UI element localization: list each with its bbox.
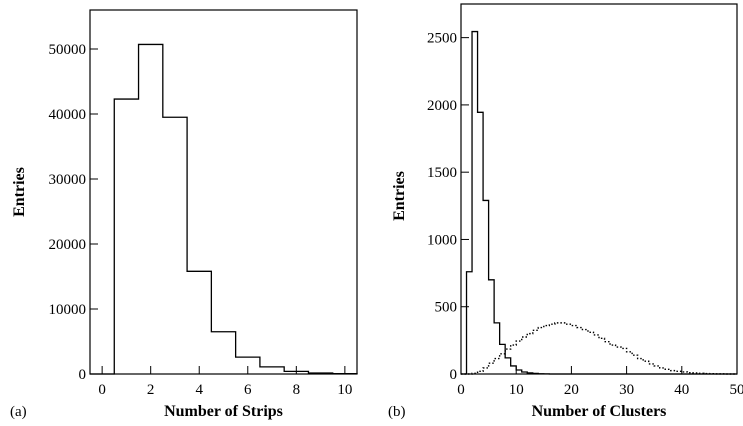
panel-b-x-ticks: 0 10 20 30 40 50 — [457, 366, 743, 398]
panel-b-series-dotted-bin — [566, 324, 572, 374]
panel-b-y-tick-label: 2500 — [427, 31, 457, 47]
panel-b-x-tick-label: 0 — [457, 382, 465, 398]
panel-b-x-axis-title: Number of Clusters — [532, 403, 667, 420]
panel-a-histogram: 0 10000 20000 30000 40000 50000 0 2 4 6 8 10 Numbe… — [10, 9, 358, 420]
panel-a-y-tick-label: 30000 — [49, 172, 87, 188]
panel-b-y-tick-label: 2000 — [427, 98, 457, 114]
panel-b-y-tick-label: 500 — [435, 300, 458, 316]
panel-a-x-tick-label: 8 — [293, 382, 301, 398]
panel-a-x-tick-label: 4 — [195, 382, 203, 398]
panel-b-series-dotted-bin — [522, 337, 528, 374]
panel-b-series-dotted-bin — [599, 338, 605, 374]
panel-b-series-dotted-bin — [533, 330, 539, 374]
panel-a-series-solid-bin — [163, 117, 187, 374]
panel-b-series-dotted-bin — [511, 345, 517, 374]
panel-b-x-tick-label: 50 — [730, 382, 743, 398]
panel-b-series-dotted-bin — [660, 368, 666, 374]
panel-a-y-tick-label: 20000 — [49, 237, 87, 253]
panel-b-series-solid-bin — [511, 366, 517, 374]
panel-b-series-solid-bin — [500, 344, 506, 374]
panel-a-series-solid-bin — [260, 367, 284, 374]
panel-b-series-dotted-bin — [494, 359, 500, 374]
panel-b-label: (b) — [388, 404, 406, 420]
panel-a-label: (a) — [10, 404, 27, 420]
panel-a-x-tick-label: 0 — [98, 382, 106, 398]
panel-b-series-dotted-bin — [544, 326, 550, 374]
panel-b-y-ticks: 0 500 1000 1500 2000 2500 — [427, 31, 469, 383]
panel-a-x-ticks: 0 2 4 6 8 10 — [98, 366, 352, 398]
panel-a-series — [90, 43, 358, 375]
panel-b-series-solid-histogram — [461, 30, 737, 375]
panel-a-series-solid-bin — [139, 44, 163, 374]
panel-b-histogram: 0 500 1000 1500 2000 2500 0 10 20 30 40 50 Number … — [388, 3, 743, 420]
panel-b-series-dotted-bin — [588, 332, 594, 374]
panel-b-plot-frame — [460, 3, 738, 375]
panel-b-series-dotted-bin — [621, 348, 627, 374]
panel-b-series-dotted-bin — [555, 323, 561, 374]
panel-b-series-dotted-bin — [483, 368, 489, 374]
panel-a-plot-frame — [89, 9, 358, 375]
panel-b-series-solid-bin — [483, 200, 489, 374]
panel-b-series-solid-bin — [478, 112, 484, 374]
panel-b-series-dotted-histogram — [461, 322, 737, 375]
panel-a-y-tick-label: 50000 — [49, 42, 87, 58]
panel-a-x-tick-label: 6 — [244, 382, 252, 398]
panel-a-series-solid-bin — [187, 271, 211, 374]
panel-b-x-tick-label: 30 — [619, 382, 634, 398]
panel-b-x-tick-label: 20 — [564, 382, 579, 398]
panel-b-series-dotted-bin — [638, 359, 644, 374]
panel-a-y-tick-label: 10000 — [49, 302, 87, 318]
panel-b-series-dotted-bin — [649, 364, 655, 374]
panel-b-series-dotted-bin — [593, 335, 599, 374]
panel-b-series-dotted-bin — [549, 324, 555, 374]
panel-b-series-dotted-bin — [577, 328, 583, 374]
panel-b-series-dotted-bin — [516, 341, 522, 374]
panel-b-y-tick-label: 1500 — [427, 165, 457, 181]
panel-b-x-tick-label: 40 — [674, 382, 689, 398]
panel-b-series-solid-bin — [467, 272, 473, 374]
panel-b-series-dotted-bin — [616, 347, 622, 374]
panel-b-series-dotted-bin — [643, 361, 649, 374]
panel-b-series-dotted-bin — [505, 349, 511, 374]
panel-b-series-dotted-bin — [610, 345, 616, 374]
panel-a-x-tick-label: 10 — [337, 382, 352, 398]
panel-b-y-tick-label: 1000 — [427, 232, 457, 248]
panel-a-series-solid-histogram — [90, 43, 358, 375]
panel-a-series-solid-bin — [211, 332, 235, 374]
panel-a-y-tick-label: 40000 — [49, 107, 87, 123]
panel-b-y-axis-title: Entries — [391, 171, 408, 221]
panel-b-series-dotted-bin — [527, 334, 533, 374]
panel-b-series-solid-bin — [472, 32, 478, 374]
panel-b-y-tick-label: 0 — [450, 367, 458, 383]
panel-b-series-solid-bin — [489, 280, 495, 374]
panel-b-series-dotted-bin — [571, 326, 577, 374]
panel-a-x-axis-title: Number of Strips — [164, 403, 283, 420]
panel-a-y-tick-label: 0 — [79, 367, 87, 383]
panel-b-series-dotted-bin — [538, 328, 544, 374]
panel-b-series-dotted-bin — [605, 342, 611, 374]
panel-a-series-solid-bin — [114, 99, 138, 374]
panel-b-series-dotted-bin — [665, 369, 671, 374]
panel-b-series-dotted-bin — [489, 363, 495, 374]
panel-b-series-dotted-bin — [500, 354, 506, 374]
panel-b-series-dotted-bin — [654, 366, 660, 374]
panel-b-x-tick-label: 10 — [509, 382, 524, 398]
panel-b-series-solid-bin — [505, 358, 511, 374]
panel-b-series-dotted-bin — [560, 323, 566, 374]
panel-b-series-dotted-bin — [627, 352, 633, 374]
panel-b-series-dotted-bin — [582, 330, 588, 374]
panel-b-series-solid-bin — [494, 323, 500, 374]
panel-a-x-tick-label: 2 — [147, 382, 155, 398]
panel-a-y-axis-title: Entries — [11, 167, 28, 217]
panel-a-y-ticks: 0 10000 20000 30000 40000 50000 — [49, 42, 98, 383]
panel-b-series — [461, 30, 737, 375]
panel-b-series-dotted-bin — [632, 355, 638, 374]
